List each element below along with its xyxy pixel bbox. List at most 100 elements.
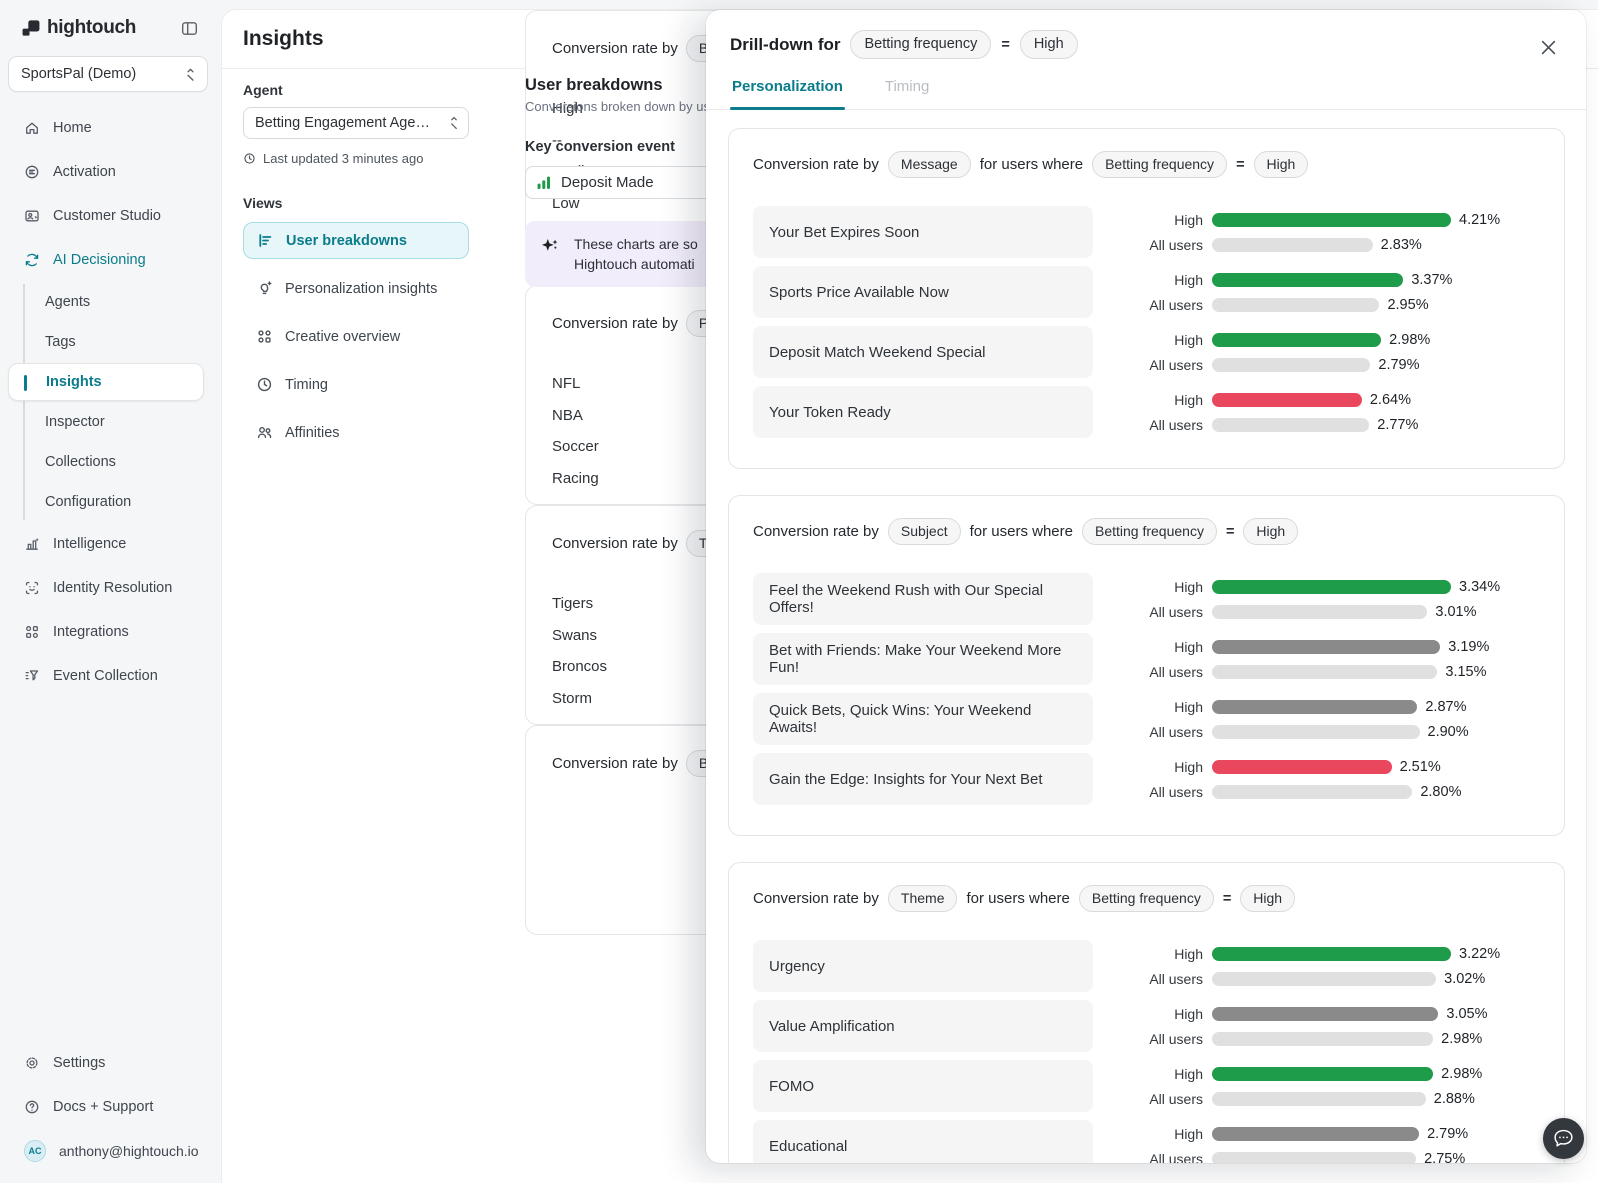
bar-line: High 3.34%: [1105, 579, 1500, 595]
bar-value: 3.02%: [1444, 970, 1486, 987]
drilldown-cards: Conversion rate by Message for users where…: [706, 110, 1586, 1163]
sidebar-item-activation[interactable]: Activation: [0, 150, 216, 194]
drilldown-row: Gain the Edge: Insights for Your Next Be…: [753, 753, 1540, 805]
identity-resolution-icon: [24, 580, 40, 596]
card-title-text: Conversion rate by: [753, 156, 879, 173]
series-label: All users: [1149, 416, 1203, 433]
people-icon: [256, 424, 273, 441]
series-label: High: [1174, 945, 1203, 962]
row-label: Sports Price Available Now: [753, 266, 1093, 318]
drilldown-drawer: Drill-down for Betting frequency = High …: [706, 10, 1586, 1163]
sidebar-item-account[interactable]: AC anthony@hightouch.io: [0, 1129, 216, 1173]
row-label: Bet with Friends: Make Your Weekend More…: [753, 633, 1093, 685]
bar: [1212, 212, 1451, 227]
bar: [1212, 664, 1438, 679]
drilldown-rows: Your Bet Expires Soon High 4.21% All users 2…: [753, 206, 1540, 438]
drilldown-rows: Urgency High 3.22% All users 3.02% Value Ampl…: [753, 940, 1540, 1163]
bar: [1212, 237, 1373, 252]
intelligence-icon: [24, 536, 40, 552]
sidebar-item-insights[interactable]: Insights: [8, 363, 204, 401]
sidebar-item-integrations[interactable]: Integrations: [0, 610, 216, 654]
chat-button[interactable]: [1543, 1118, 1584, 1159]
avatar: AC: [24, 1140, 46, 1162]
integrations-icon: [24, 624, 40, 640]
sidebar-item-identity-resolution[interactable]: Identity Resolution: [0, 566, 216, 610]
row-bars: High 3.19% All users 3.15%: [1105, 639, 1489, 680]
series-label: High: [1174, 331, 1203, 348]
row-label: Deposit Match Weekend Special: [753, 326, 1093, 378]
sidebar-item-inspector[interactable]: Inspector: [0, 402, 216, 442]
sidebar-item-label: Collections: [45, 454, 116, 470]
view-item-creative-overview[interactable]: Creative overview: [243, 318, 469, 355]
bar: [1212, 971, 1437, 986]
sidebar-item-agents[interactable]: Agents: [0, 282, 216, 322]
equals-sign: =: [1236, 156, 1245, 173]
bar-line: All users 2.75%: [1105, 1150, 1468, 1164]
bar-value: 2.80%: [1420, 783, 1462, 800]
view-item-personalization-insights[interactable]: Personalization insights: [243, 270, 469, 307]
filter-value-pill: High: [1240, 885, 1296, 912]
series-label: All users: [1149, 1090, 1203, 1107]
series-label: All users: [1149, 1030, 1203, 1047]
sidebar-collapse-icon[interactable]: [181, 20, 198, 37]
bar: [1212, 357, 1371, 372]
bar: [1212, 297, 1380, 312]
bar-line: High 3.37%: [1105, 272, 1452, 288]
series-label: High: [1174, 271, 1203, 288]
sidebar-item-label: Inspector: [45, 414, 105, 430]
clock-icon: [244, 153, 255, 164]
tab-personalization[interactable]: Personalization: [730, 78, 845, 110]
sidebar-item-label: Configuration: [45, 494, 132, 510]
bar-value: 2.75%: [1424, 1150, 1466, 1164]
bar-value: 2.90%: [1427, 723, 1469, 740]
sidebar-item-event-collection[interactable]: Event Collection: [0, 654, 216, 698]
workspace-selector[interactable]: SportsPal (Demo): [8, 56, 208, 92]
chevron-updown-icon: [187, 68, 194, 81]
bar: [1212, 784, 1413, 799]
bar-value: 2.83%: [1380, 236, 1422, 253]
sidebar-item-intelligence[interactable]: Intelligence: [0, 522, 216, 566]
view-item-label: Creative overview: [285, 328, 401, 345]
sidebar: hightouch SportsPal (Demo) Home Activati…: [0, 0, 216, 1183]
sidebar-item-customer-studio[interactable]: Customer Studio: [0, 194, 216, 238]
agent-selector[interactable]: Betting Engagement Agent (...: [243, 107, 469, 139]
card-title-text: Conversion rate by: [552, 40, 678, 57]
series-label: High: [1174, 638, 1203, 655]
bar-value: 2.77%: [1377, 416, 1419, 433]
category-label: Low: [552, 194, 580, 212]
view-item-timing[interactable]: Timing: [243, 366, 469, 403]
bar: [1212, 1091, 1426, 1106]
sidebar-item-settings[interactable]: Settings: [0, 1041, 216, 1085]
sidebar-item-collections[interactable]: Collections: [0, 442, 216, 482]
sidebar-item-label: Intelligence: [53, 536, 127, 552]
sidebar-item-configuration[interactable]: Configuration: [0, 482, 216, 522]
drilldown-row: Deposit Match Weekend Special High 2.98% Al…: [753, 326, 1540, 378]
row-label: Educational: [753, 1120, 1093, 1163]
workspace-name: SportsPal (Demo): [21, 66, 137, 82]
bar-line: High 4.21%: [1105, 212, 1500, 228]
bar-line: All users 2.79%: [1105, 357, 1430, 373]
card-title-text: for users where: [966, 890, 1070, 907]
bar-line: All users 2.90%: [1105, 723, 1469, 740]
sidebar-item-ai-decisioning[interactable]: AI Decisioning: [0, 238, 216, 282]
sidebar-item-docs-support[interactable]: Docs + Support: [0, 1085, 216, 1129]
tab-timing[interactable]: Timing: [884, 78, 930, 95]
series-label: All users: [1149, 236, 1203, 253]
user-email: anthony@hightouch.io: [59, 1143, 199, 1159]
sidebar-item-label: Tags: [45, 334, 76, 350]
equals-sign: =: [1222, 890, 1232, 907]
drawer-tabs: Personalization Timing: [706, 78, 1586, 110]
activation-icon: [24, 164, 40, 180]
sidebar-item-tags[interactable]: Tags: [0, 322, 216, 362]
view-item-affinities[interactable]: Affinities: [243, 414, 469, 451]
close-icon[interactable]: [1537, 36, 1560, 59]
row-label: Your Token Ready: [753, 386, 1093, 438]
gear-icon: [24, 1055, 40, 1071]
view-item-user-breakdowns[interactable]: User breakdowns: [243, 222, 469, 259]
row-bars: High 2.98% All users 2.79%: [1105, 332, 1430, 373]
sidebar-item-home[interactable]: Home: [0, 106, 216, 150]
category-label: NBA: [552, 406, 583, 424]
bar-line: High 3.19%: [1105, 639, 1489, 655]
series-label: High: [1174, 1125, 1203, 1142]
bar-value: 3.01%: [1435, 603, 1477, 620]
